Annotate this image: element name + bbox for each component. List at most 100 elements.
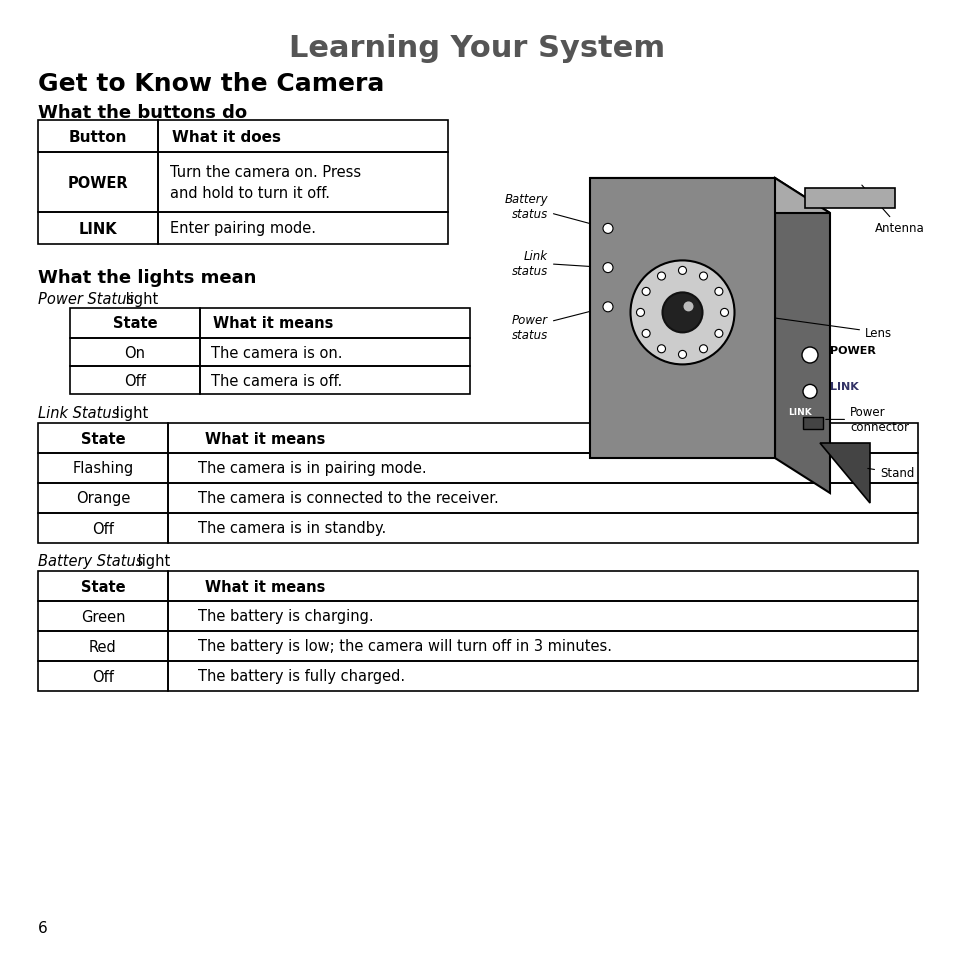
Text: Link Status: Link Status — [38, 406, 119, 420]
Text: Flashing: Flashing — [72, 461, 133, 476]
Circle shape — [630, 261, 734, 365]
Bar — [168, 514, 917, 543]
Text: LINK: LINK — [787, 408, 811, 416]
Bar — [200, 338, 470, 367]
Bar — [168, 601, 917, 631]
Text: Battery
status: Battery status — [504, 193, 605, 229]
Circle shape — [678, 267, 686, 275]
Text: Antenna: Antenna — [861, 186, 923, 235]
Bar — [589, 179, 774, 458]
Text: Off: Off — [92, 669, 113, 684]
Text: Turn the camera on. Press: Turn the camera on. Press — [170, 165, 360, 179]
Text: Off: Off — [92, 521, 113, 536]
Circle shape — [801, 348, 817, 364]
Bar — [158, 213, 448, 245]
Bar — [38, 454, 168, 483]
Text: POWER: POWER — [68, 175, 128, 191]
Circle shape — [802, 385, 816, 399]
Text: POWER: POWER — [829, 346, 875, 355]
Bar — [38, 572, 168, 601]
Text: 6: 6 — [38, 920, 48, 935]
Circle shape — [682, 302, 693, 312]
Bar — [38, 152, 158, 213]
Circle shape — [657, 345, 665, 354]
Text: LINK: LINK — [829, 382, 858, 392]
Bar — [168, 454, 917, 483]
Bar — [168, 661, 917, 691]
Bar — [802, 418, 822, 430]
Text: Get to Know the Camera: Get to Know the Camera — [38, 71, 384, 96]
Text: Learning Your System: Learning Your System — [289, 34, 664, 63]
Text: The camera is connected to the receiver.: The camera is connected to the receiver. — [198, 491, 498, 506]
Text: The battery is fully charged.: The battery is fully charged. — [198, 669, 405, 684]
Text: The battery is low; the camera will turn off in 3 minutes.: The battery is low; the camera will turn… — [198, 639, 612, 654]
Bar — [70, 367, 200, 395]
Circle shape — [699, 345, 707, 354]
Bar — [38, 121, 158, 152]
Circle shape — [657, 273, 665, 281]
Polygon shape — [774, 179, 829, 494]
Text: Power Status: Power Status — [38, 292, 134, 307]
Circle shape — [641, 288, 649, 296]
Bar — [38, 514, 168, 543]
Text: Link
status: Link status — [511, 250, 604, 277]
Bar — [38, 631, 168, 661]
Circle shape — [636, 309, 644, 317]
Bar — [158, 152, 448, 213]
Bar — [168, 631, 917, 661]
Text: light: light — [121, 292, 158, 307]
Bar — [168, 572, 917, 601]
Text: LINK: LINK — [78, 221, 117, 236]
Bar — [158, 121, 448, 152]
Text: Button: Button — [69, 130, 127, 144]
Polygon shape — [589, 179, 829, 213]
Circle shape — [641, 330, 649, 338]
Circle shape — [714, 288, 722, 296]
Text: Lens: Lens — [737, 314, 891, 339]
Text: The camera is in standby.: The camera is in standby. — [198, 521, 386, 536]
Text: Stand: Stand — [867, 467, 913, 480]
Text: What it does: What it does — [172, 130, 281, 144]
Circle shape — [661, 294, 701, 333]
Bar — [70, 309, 200, 338]
Text: State: State — [112, 316, 157, 331]
Bar — [168, 483, 917, 514]
Text: What it means: What it means — [205, 578, 326, 594]
Text: Green: Green — [81, 609, 125, 624]
Text: The battery is charging.: The battery is charging. — [198, 609, 374, 624]
Text: State: State — [81, 431, 125, 446]
Circle shape — [602, 302, 613, 313]
Circle shape — [699, 273, 707, 281]
Text: What the buttons do: What the buttons do — [38, 104, 247, 122]
Bar — [200, 309, 470, 338]
Bar — [168, 423, 917, 454]
Text: Enter pairing mode.: Enter pairing mode. — [170, 221, 315, 236]
Bar — [38, 423, 168, 454]
Text: Orange: Orange — [75, 491, 130, 506]
Text: Red: Red — [89, 639, 117, 654]
Circle shape — [678, 351, 686, 359]
Bar — [200, 367, 470, 395]
Bar — [38, 661, 168, 691]
Text: Off: Off — [124, 374, 146, 388]
Bar — [38, 483, 168, 514]
Text: light: light — [132, 554, 170, 568]
Text: light: light — [111, 406, 148, 420]
Text: Power
connector: Power connector — [825, 406, 908, 434]
Circle shape — [714, 330, 722, 338]
Polygon shape — [804, 189, 894, 209]
Bar — [70, 338, 200, 367]
Circle shape — [720, 309, 728, 317]
Text: and hold to turn it off.: and hold to turn it off. — [170, 186, 329, 201]
Text: The camera is in pairing mode.: The camera is in pairing mode. — [198, 461, 426, 476]
Text: What it means: What it means — [213, 316, 334, 331]
Text: State: State — [81, 578, 125, 594]
Text: Battery Status: Battery Status — [38, 554, 143, 568]
Text: What it means: What it means — [205, 431, 326, 446]
Polygon shape — [820, 443, 869, 503]
Text: Power
status: Power status — [511, 308, 604, 341]
Text: The camera is on.: The camera is on. — [211, 345, 342, 360]
Text: The camera is off.: The camera is off. — [211, 374, 342, 388]
Text: What the lights mean: What the lights mean — [38, 269, 256, 287]
Circle shape — [602, 263, 613, 274]
